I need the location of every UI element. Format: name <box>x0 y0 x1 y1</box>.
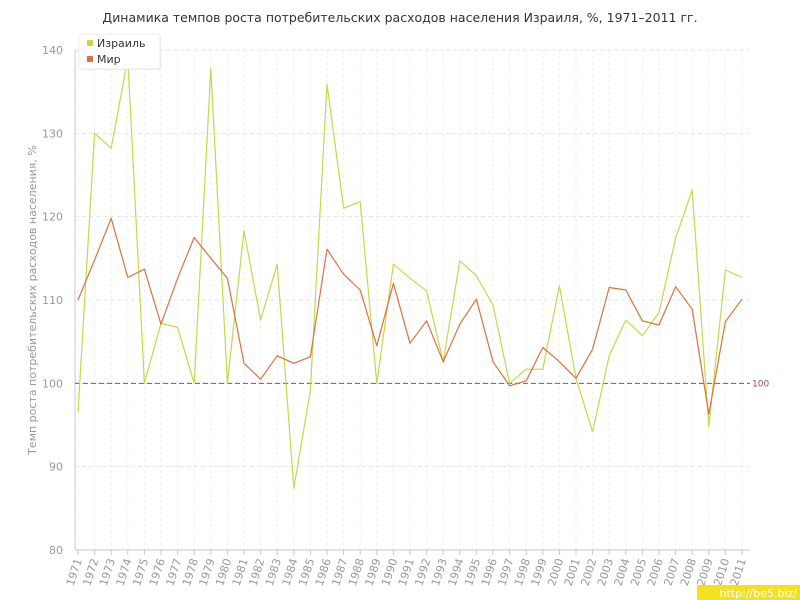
series-group <box>77 57 743 489</box>
y-axis-title: Темп роста потребительских расходов насе… <box>26 145 39 456</box>
legend-label: Мир <box>97 53 121 66</box>
y-tick-label: 100 <box>42 377 63 390</box>
legend-box <box>78 33 161 70</box>
axes <box>74 50 750 555</box>
legend-label: Израиль <box>97 37 145 50</box>
legend-item-world[interactable]: Мир <box>87 53 121 66</box>
watermark: http://be5.biz/ <box>697 585 800 600</box>
watermark-background <box>697 585 800 600</box>
watermark-text: http://be5.biz/ <box>720 587 798 600</box>
legend: Израиль Мир <box>78 33 161 70</box>
y-tick-label: 110 <box>42 294 63 307</box>
y-tick-label: 130 <box>42 127 63 140</box>
grid <box>75 49 750 550</box>
series-line <box>77 57 743 489</box>
legend-item-israel[interactable]: Израиль <box>87 37 145 50</box>
reference-line-group: 100 <box>75 379 769 389</box>
chart-title: Динамика темпов роста потребительских ра… <box>102 10 697 25</box>
y-tick-label: 140 <box>42 44 63 57</box>
legend-swatch <box>87 56 93 62</box>
tick-labels: 8090100110120130140197119721973197419751… <box>42 44 749 588</box>
y-tick-label: 120 <box>42 211 63 224</box>
y-tick-label: 90 <box>49 461 63 474</box>
legend-swatch <box>87 40 93 46</box>
series-line <box>77 217 743 415</box>
y-tick-label: 80 <box>49 544 63 557</box>
reference-line-label: 100 <box>752 379 769 389</box>
